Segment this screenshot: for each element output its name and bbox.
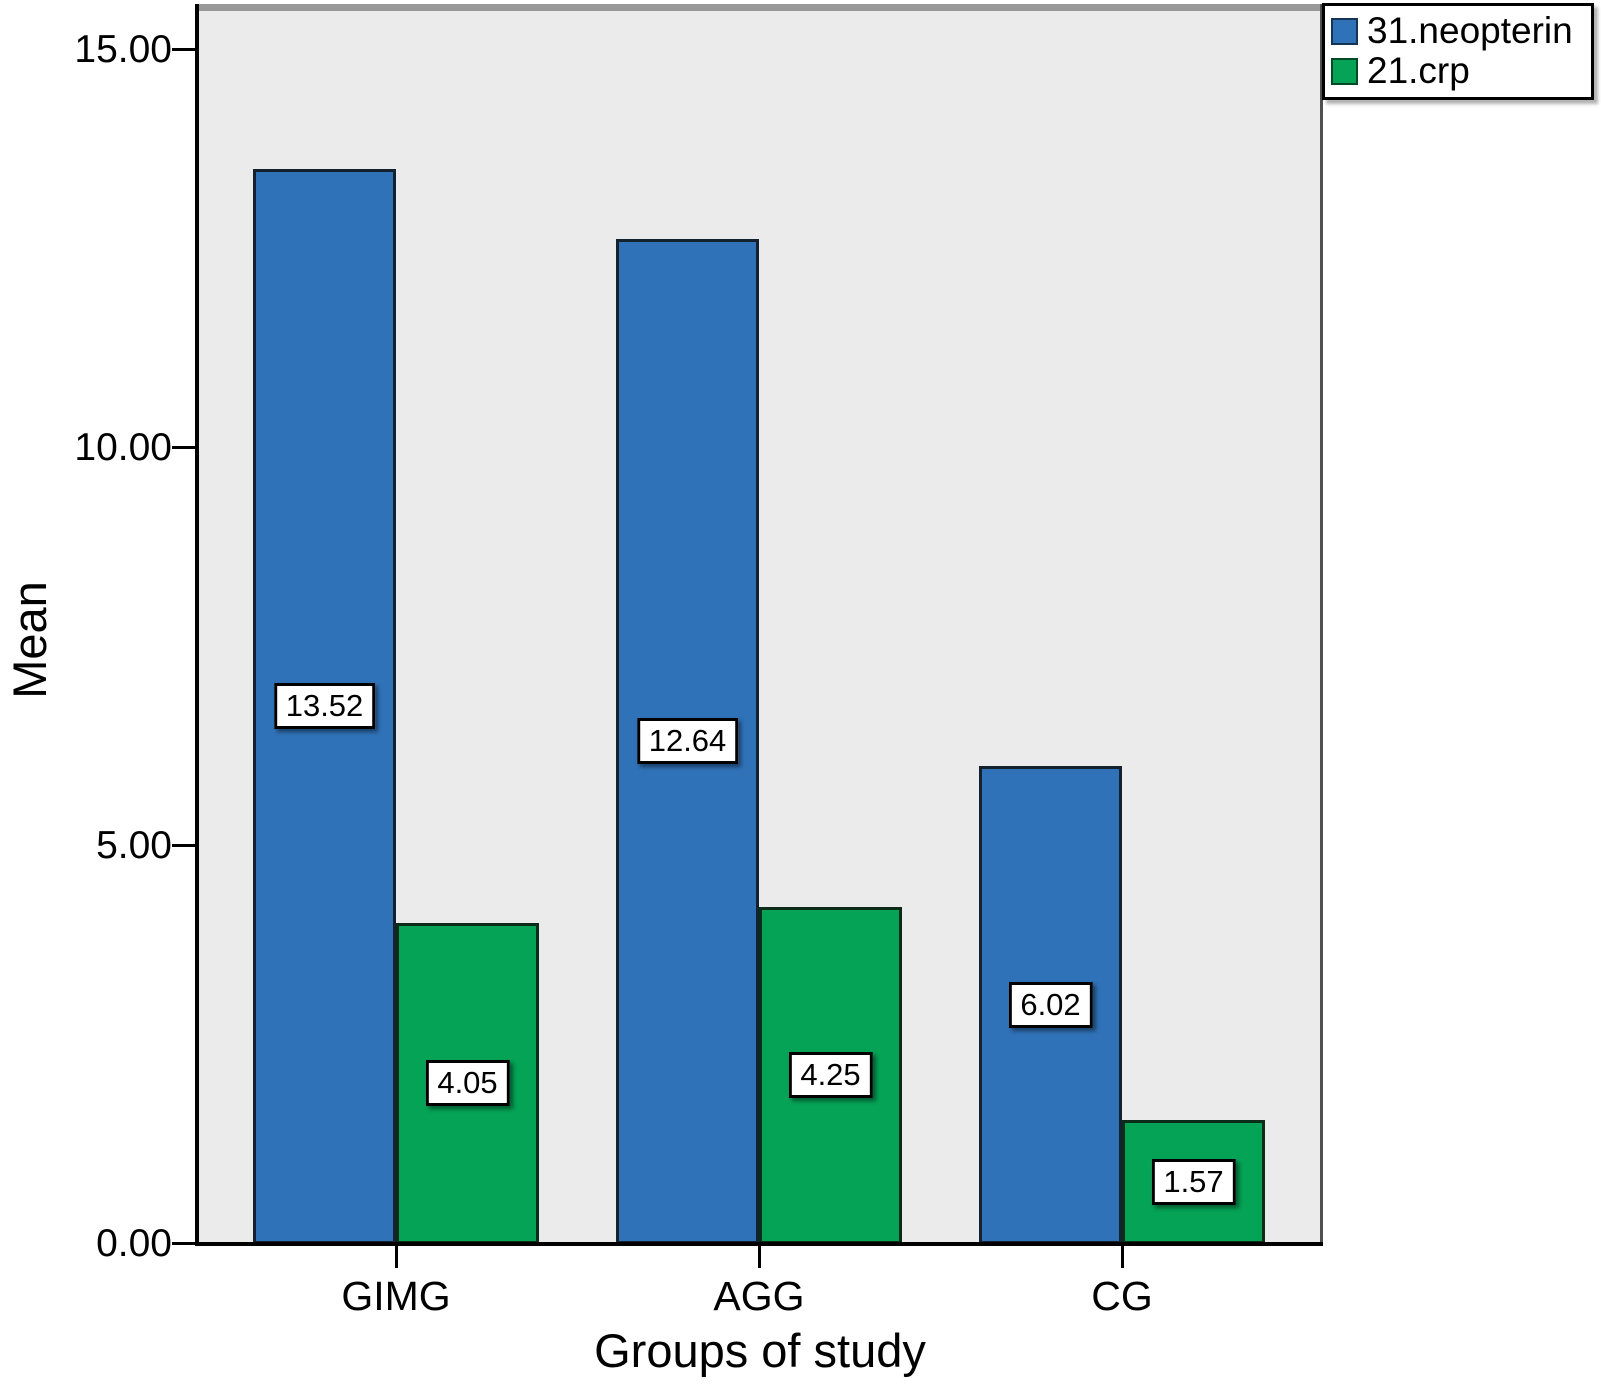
x-category-label: AGG bbox=[713, 1273, 805, 1319]
bar-value-label: 1.57 bbox=[1151, 1159, 1236, 1205]
bar-value-label: 12.64 bbox=[636, 718, 739, 765]
legend-label: 31.neopterin bbox=[1367, 10, 1573, 51]
legend-label: 21.crp bbox=[1367, 50, 1470, 91]
plot-frame-top bbox=[197, 4, 1323, 11]
y-tick-mark bbox=[172, 446, 195, 449]
y-tick-label: 0.00 bbox=[96, 1222, 172, 1265]
bar-value-label: 4.05 bbox=[425, 1060, 510, 1107]
y-axis-title: Mean bbox=[3, 581, 56, 699]
y-tick-mark bbox=[172, 48, 195, 51]
x-tick-mark bbox=[758, 1244, 761, 1268]
bar-value-label: 6.02 bbox=[1008, 981, 1093, 1028]
y-tick-label: 5.00 bbox=[96, 824, 172, 867]
legend-swatch-blue bbox=[1331, 17, 1358, 45]
y-tick-mark bbox=[172, 844, 195, 847]
y-axis-line bbox=[195, 4, 199, 1246]
x-axis-title: Groups of study bbox=[594, 1324, 926, 1377]
legend-swatch-green bbox=[1331, 57, 1358, 85]
plot-frame-right bbox=[1320, 4, 1323, 1244]
x-tick-mark bbox=[1121, 1244, 1124, 1268]
bar-value-label: 13.52 bbox=[273, 683, 376, 730]
legend: 31.neopterin 21.crp bbox=[1322, 3, 1594, 100]
legend-item-crp: 21.crp bbox=[1331, 51, 1591, 91]
y-tick-label: 15.00 bbox=[74, 28, 172, 71]
y-tick-label: 10.00 bbox=[74, 426, 172, 469]
x-category-label: GIMG bbox=[341, 1273, 451, 1319]
y-tick-mark bbox=[172, 1242, 195, 1245]
bar-value-label: 4.25 bbox=[788, 1052, 873, 1099]
x-category-label: CG bbox=[1091, 1273, 1153, 1319]
x-tick-mark bbox=[395, 1244, 398, 1268]
legend-item-neopterin: 31.neopterin bbox=[1331, 11, 1591, 51]
